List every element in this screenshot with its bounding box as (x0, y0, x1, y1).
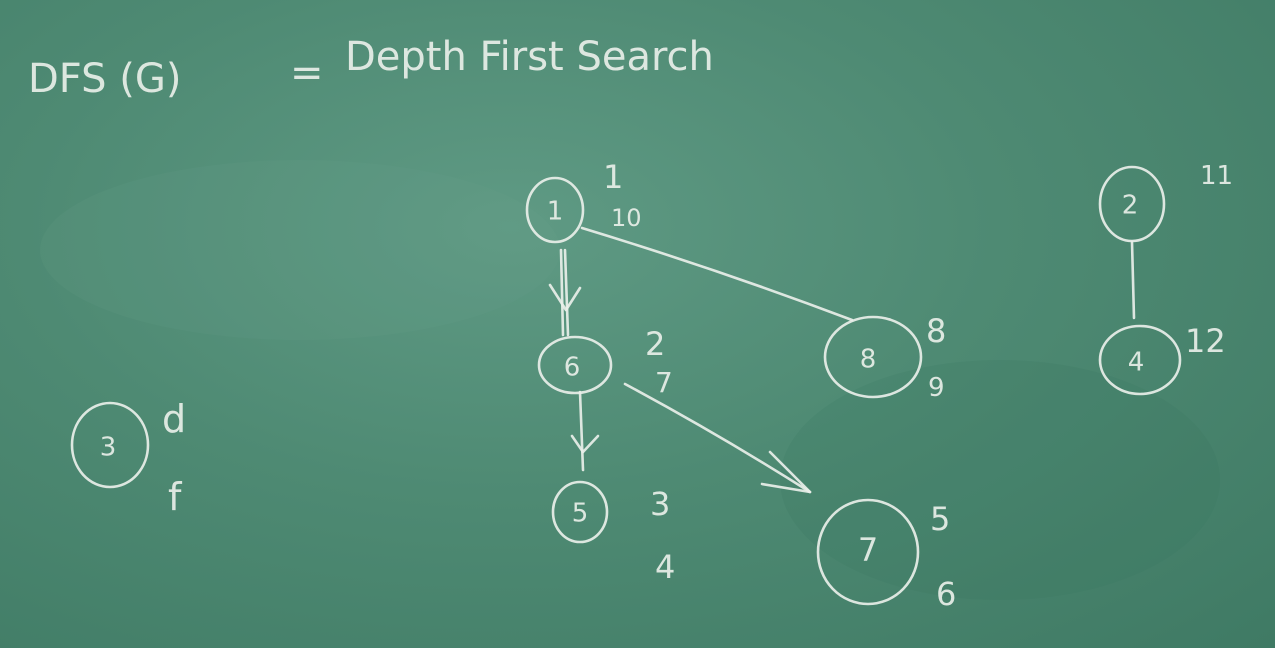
node-4-circle (1098, 324, 1182, 396)
edges (548, 226, 1136, 494)
node-4-label: 4 (1128, 348, 1145, 378)
time-discovery-4: 12 (1185, 322, 1226, 360)
node-4: 4 (1098, 324, 1182, 396)
node-2-circle (1098, 165, 1166, 243)
time-discovery-8: 8 (926, 312, 946, 350)
time-discovery-1: 1 (603, 158, 623, 196)
edge-1-6 (559, 248, 570, 337)
legend-f: f (168, 475, 183, 519)
node-2: 2 (1098, 165, 1166, 243)
node-6: 6 (537, 335, 613, 395)
node-8-circle (823, 315, 923, 399)
node-3: 3 (70, 401, 150, 489)
edge-2-4 (1130, 240, 1136, 320)
arrow-head-6-5 (570, 434, 600, 454)
time-finish-1: 10 (611, 204, 642, 232)
arrow-head-1-6 (548, 283, 582, 312)
node-5-circle (551, 480, 609, 544)
node-1-label: 1 (547, 197, 564, 227)
chalk-smudge (40, 160, 560, 340)
time-finish-6: 7 (655, 366, 673, 399)
time-discovery-6: 2 (645, 325, 665, 363)
edge-6-7 (623, 382, 812, 494)
node-6-label: 6 (564, 353, 581, 383)
heading-left: DFS (G) (28, 56, 181, 102)
node-8: 8 (823, 315, 923, 399)
legend-d: d (162, 397, 186, 441)
node-8-label: 8 (860, 345, 877, 375)
node-3-circle (70, 401, 150, 489)
df-legend: d f (162, 397, 186, 519)
node-7-circle (816, 498, 920, 606)
time-discovery-5: 3 (650, 485, 670, 523)
node-3-label: 3 (100, 433, 117, 463)
time-finish-7: 6 (936, 575, 956, 613)
arrow-head-6-7 (760, 450, 812, 494)
heading-right: Depth First Search (345, 34, 714, 80)
time-finish-8: 9 (928, 373, 945, 403)
timestamps: 1 10 2 7 8 9 3 4 5 6 11 12 (603, 158, 1233, 613)
node-6-circle (537, 335, 613, 395)
edge-1-8 (580, 226, 854, 322)
time-finish-5: 4 (655, 548, 675, 586)
time-discovery-7: 5 (930, 500, 950, 538)
node-1: 1 (525, 176, 585, 244)
node-2-label: 2 (1122, 191, 1139, 221)
node-7-label: 7 (858, 531, 878, 569)
heading: DFS (G) = Depth First Search (28, 34, 714, 102)
node-5-label: 5 (572, 499, 589, 529)
chalk-smudge (780, 360, 1220, 600)
edge-6-5 (578, 390, 585, 472)
node-7: 7 (816, 498, 920, 606)
time-discovery-2: 11 (1200, 161, 1233, 191)
node-5: 5 (551, 480, 609, 544)
node-1-circle (525, 176, 585, 244)
heading-equals: = (290, 50, 324, 96)
